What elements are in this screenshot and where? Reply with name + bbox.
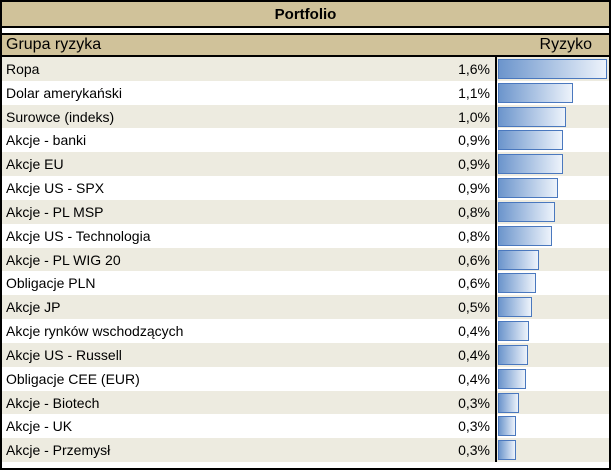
table-row: Akcje - banki 0,9% bbox=[2, 128, 609, 153]
row-label: Akcje US - SPX bbox=[6, 180, 105, 197]
table-row: Akcje US - SPX 0,9% bbox=[2, 176, 609, 200]
row-label: Akcje - UK bbox=[6, 418, 73, 435]
row-label: Akcje rynków wschodzących bbox=[6, 323, 184, 340]
row-value: 0,9% bbox=[458, 132, 490, 149]
table-row: Akcje JP 0,5% bbox=[2, 295, 609, 320]
risk-bar-cell bbox=[495, 176, 609, 200]
row-value: 0,3% bbox=[458, 442, 490, 459]
risk-bar bbox=[498, 82, 574, 103]
risk-bar bbox=[498, 416, 516, 437]
risk-bar-cell bbox=[495, 57, 609, 81]
risk-bar-cell bbox=[495, 390, 609, 415]
risk-bar-cell bbox=[495, 342, 609, 367]
table-row: Akcje - PL WIG 20 0,6% bbox=[2, 247, 609, 272]
risk-bar-cell bbox=[495, 271, 609, 296]
table-row: Akcje - Biotech 0,3% bbox=[2, 390, 609, 415]
risk-bar bbox=[498, 58, 608, 79]
risk-bar-cell bbox=[495, 366, 609, 391]
spacer-row bbox=[2, 28, 609, 35]
row-value: 0,9% bbox=[458, 180, 490, 197]
row-value: 0,4% bbox=[458, 370, 490, 387]
risk-bar bbox=[498, 297, 533, 318]
row-label: Dolar amerykański bbox=[6, 84, 122, 101]
risk-bar-cell bbox=[495, 295, 609, 320]
row-label: Akcje - PL WIG 20 bbox=[6, 251, 121, 268]
row-label: Surowce (indeks) bbox=[6, 108, 115, 125]
risk-bar bbox=[498, 130, 564, 151]
row-value: 0,6% bbox=[458, 251, 490, 268]
risk-bar bbox=[498, 344, 529, 365]
row-value: 0,4% bbox=[458, 323, 490, 340]
row-label: Akcje - Przemysł bbox=[6, 442, 111, 459]
row-label: Akcje EU bbox=[6, 156, 64, 173]
risk-bar-cell bbox=[495, 319, 609, 343]
row-label: Akcje US - Russell bbox=[6, 346, 122, 363]
risk-bar bbox=[498, 392, 520, 413]
risk-bar bbox=[498, 154, 564, 175]
row-label: Ropa bbox=[6, 60, 40, 77]
row-value: 1,0% bbox=[458, 108, 490, 125]
risk-bar bbox=[498, 178, 559, 199]
report-title: Portfolio bbox=[274, 5, 337, 23]
row-label: Akcje JP bbox=[6, 299, 61, 316]
row-value: 1,1% bbox=[458, 84, 490, 101]
row-label: Akcje - banki bbox=[6, 132, 87, 149]
row-label: Obligacje CEE (EUR) bbox=[6, 370, 140, 387]
row-label: Akcje - PL MSP bbox=[6, 203, 104, 220]
risk-bar-cell bbox=[495, 247, 609, 272]
table-row: Obligacje CEE (EUR) 0,4% bbox=[2, 366, 609, 391]
risk-table-body: Ropa 1,6% Dolar amerykański 1,1% Surowce… bbox=[2, 57, 609, 463]
table-row: Akcje US - Russell 0,4% bbox=[2, 342, 609, 367]
risk-bar-cell bbox=[495, 414, 609, 439]
table-row: Akcje - UK 0,3% bbox=[2, 414, 609, 439]
risk-bar bbox=[498, 225, 552, 246]
risk-bar-cell bbox=[495, 223, 609, 248]
risk-bar bbox=[498, 368, 526, 389]
row-value: 0,4% bbox=[458, 346, 490, 363]
risk-bar bbox=[498, 321, 529, 342]
column-header-group: Grupa ryzyka bbox=[6, 36, 102, 53]
row-label: Akcje US - Technologia bbox=[6, 227, 151, 244]
risk-bar bbox=[498, 201, 556, 222]
table-row: Akcje US - Technologia 0,8% bbox=[2, 223, 609, 248]
row-value: 0,3% bbox=[458, 418, 490, 435]
row-label: Akcje - Biotech bbox=[6, 394, 100, 411]
risk-bar-cell bbox=[495, 80, 609, 105]
report-title-bar: Portfolio bbox=[2, 2, 609, 28]
table-header-row: Grupa ryzyka Ryzyko bbox=[2, 35, 609, 57]
row-value: 0,9% bbox=[458, 156, 490, 173]
row-value: 0,5% bbox=[458, 299, 490, 316]
table-row: Surowce (indeks) 1,0% bbox=[2, 104, 609, 129]
column-header-risk: Ryzyko bbox=[539, 36, 592, 53]
risk-bar-cell bbox=[495, 199, 609, 224]
risk-bar-cell bbox=[495, 152, 609, 177]
risk-bar bbox=[498, 273, 537, 294]
risk-bar-cell bbox=[495, 128, 609, 153]
risk-bar bbox=[498, 440, 516, 461]
risk-bar bbox=[498, 106, 566, 127]
risk-bar bbox=[498, 249, 539, 270]
row-value: 0,8% bbox=[458, 227, 490, 244]
table-row: Akcje - PL MSP 0,8% bbox=[2, 199, 609, 224]
risk-bar-cell bbox=[495, 104, 609, 129]
row-value: 1,6% bbox=[458, 60, 490, 77]
row-label: Obligacje PLN bbox=[6, 275, 96, 292]
table-row: Ropa 1,6% bbox=[2, 57, 609, 81]
row-value: 0,3% bbox=[458, 394, 490, 411]
table-row: Akcje rynków wschodzących 0,4% bbox=[2, 319, 609, 343]
table-row: Akcje EU 0,9% bbox=[2, 152, 609, 177]
risk-bar-cell bbox=[495, 438, 609, 463]
row-value: 0,6% bbox=[458, 275, 490, 292]
table-row: Akcje - Przemysł 0,3% bbox=[2, 438, 609, 463]
table-row: Dolar amerykański 1,1% bbox=[2, 80, 609, 105]
row-value: 0,8% bbox=[458, 203, 490, 220]
table-row: Obligacje PLN 0,6% bbox=[2, 271, 609, 296]
